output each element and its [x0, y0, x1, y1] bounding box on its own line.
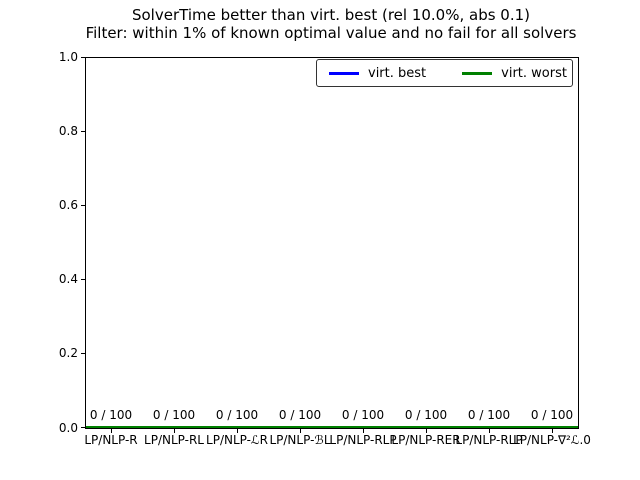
- x-tick-label: LP/NLP-RER: [391, 433, 461, 447]
- count-annotation: 0 / 100: [404, 408, 448, 422]
- count-annotation: 0 / 100: [278, 408, 322, 422]
- x-tick-label: LP/NLP-RLP: [455, 433, 523, 447]
- legend-label: virt. worst: [501, 65, 567, 81]
- count-annotation: 0 / 100: [341, 408, 385, 422]
- chart-title: SolverTime better than virt. best (rel 1…: [131, 6, 531, 24]
- y-tick-label: 1.0: [58, 50, 78, 64]
- count-annotation: 0 / 100: [467, 408, 511, 422]
- x-tick-label: LP/NLP-∇²ℒ.0: [513, 433, 591, 447]
- y-tick-label: 0.8: [58, 124, 78, 138]
- virt-best-line-swatch: [329, 71, 359, 75]
- count-annotation: 0 / 100: [215, 408, 259, 422]
- chart-subtitle: Filter: within 1% of known optimal value…: [85, 24, 577, 42]
- y-tick-label: 0.6: [58, 198, 78, 212]
- y-tick-label: 0.4: [58, 272, 78, 286]
- x-tick-mark: [174, 429, 175, 433]
- virt-worst-line: [86, 426, 578, 428]
- count-annotation: 0 / 100: [152, 408, 196, 422]
- y-tick-mark: [81, 131, 85, 132]
- x-tick-label: LP/NLP-R: [84, 433, 138, 447]
- y-tick-mark: [81, 353, 85, 354]
- y-tick-mark: [81, 205, 85, 206]
- y-tick-label: 0.0: [58, 421, 78, 435]
- plot-area: [85, 57, 579, 429]
- legend-label: virt. best: [368, 65, 427, 81]
- x-tick-mark: [237, 429, 238, 433]
- virt-worst-line-swatch: [462, 71, 493, 75]
- x-tick-mark: [363, 429, 364, 433]
- y-tick-mark: [81, 427, 85, 428]
- x-tick-mark: [552, 429, 553, 433]
- legend-entry-virt-worst: virt. worst: [462, 66, 567, 81]
- x-tick-label: LP/NLP-RL: [144, 433, 204, 447]
- x-tick-label: LP/NLP-ℬL: [269, 433, 331, 447]
- count-annotation: 0 / 100: [89, 408, 133, 422]
- x-tick-mark: [300, 429, 301, 433]
- x-tick-label: LP/NLP-ℒR: [206, 433, 268, 447]
- x-tick-mark: [426, 429, 427, 433]
- x-tick-mark: [489, 429, 490, 433]
- legend-entry-virt-best: virt. best: [329, 66, 426, 81]
- y-tick-label: 0.2: [58, 346, 78, 360]
- y-tick-mark: [81, 279, 85, 280]
- count-annotation: 0 / 100: [530, 408, 574, 422]
- legend: virt. best virt. worst: [316, 59, 573, 87]
- x-tick-label: LP/NLP-RLP: [329, 433, 397, 447]
- x-tick-mark: [111, 429, 112, 433]
- y-tick-mark: [81, 57, 85, 58]
